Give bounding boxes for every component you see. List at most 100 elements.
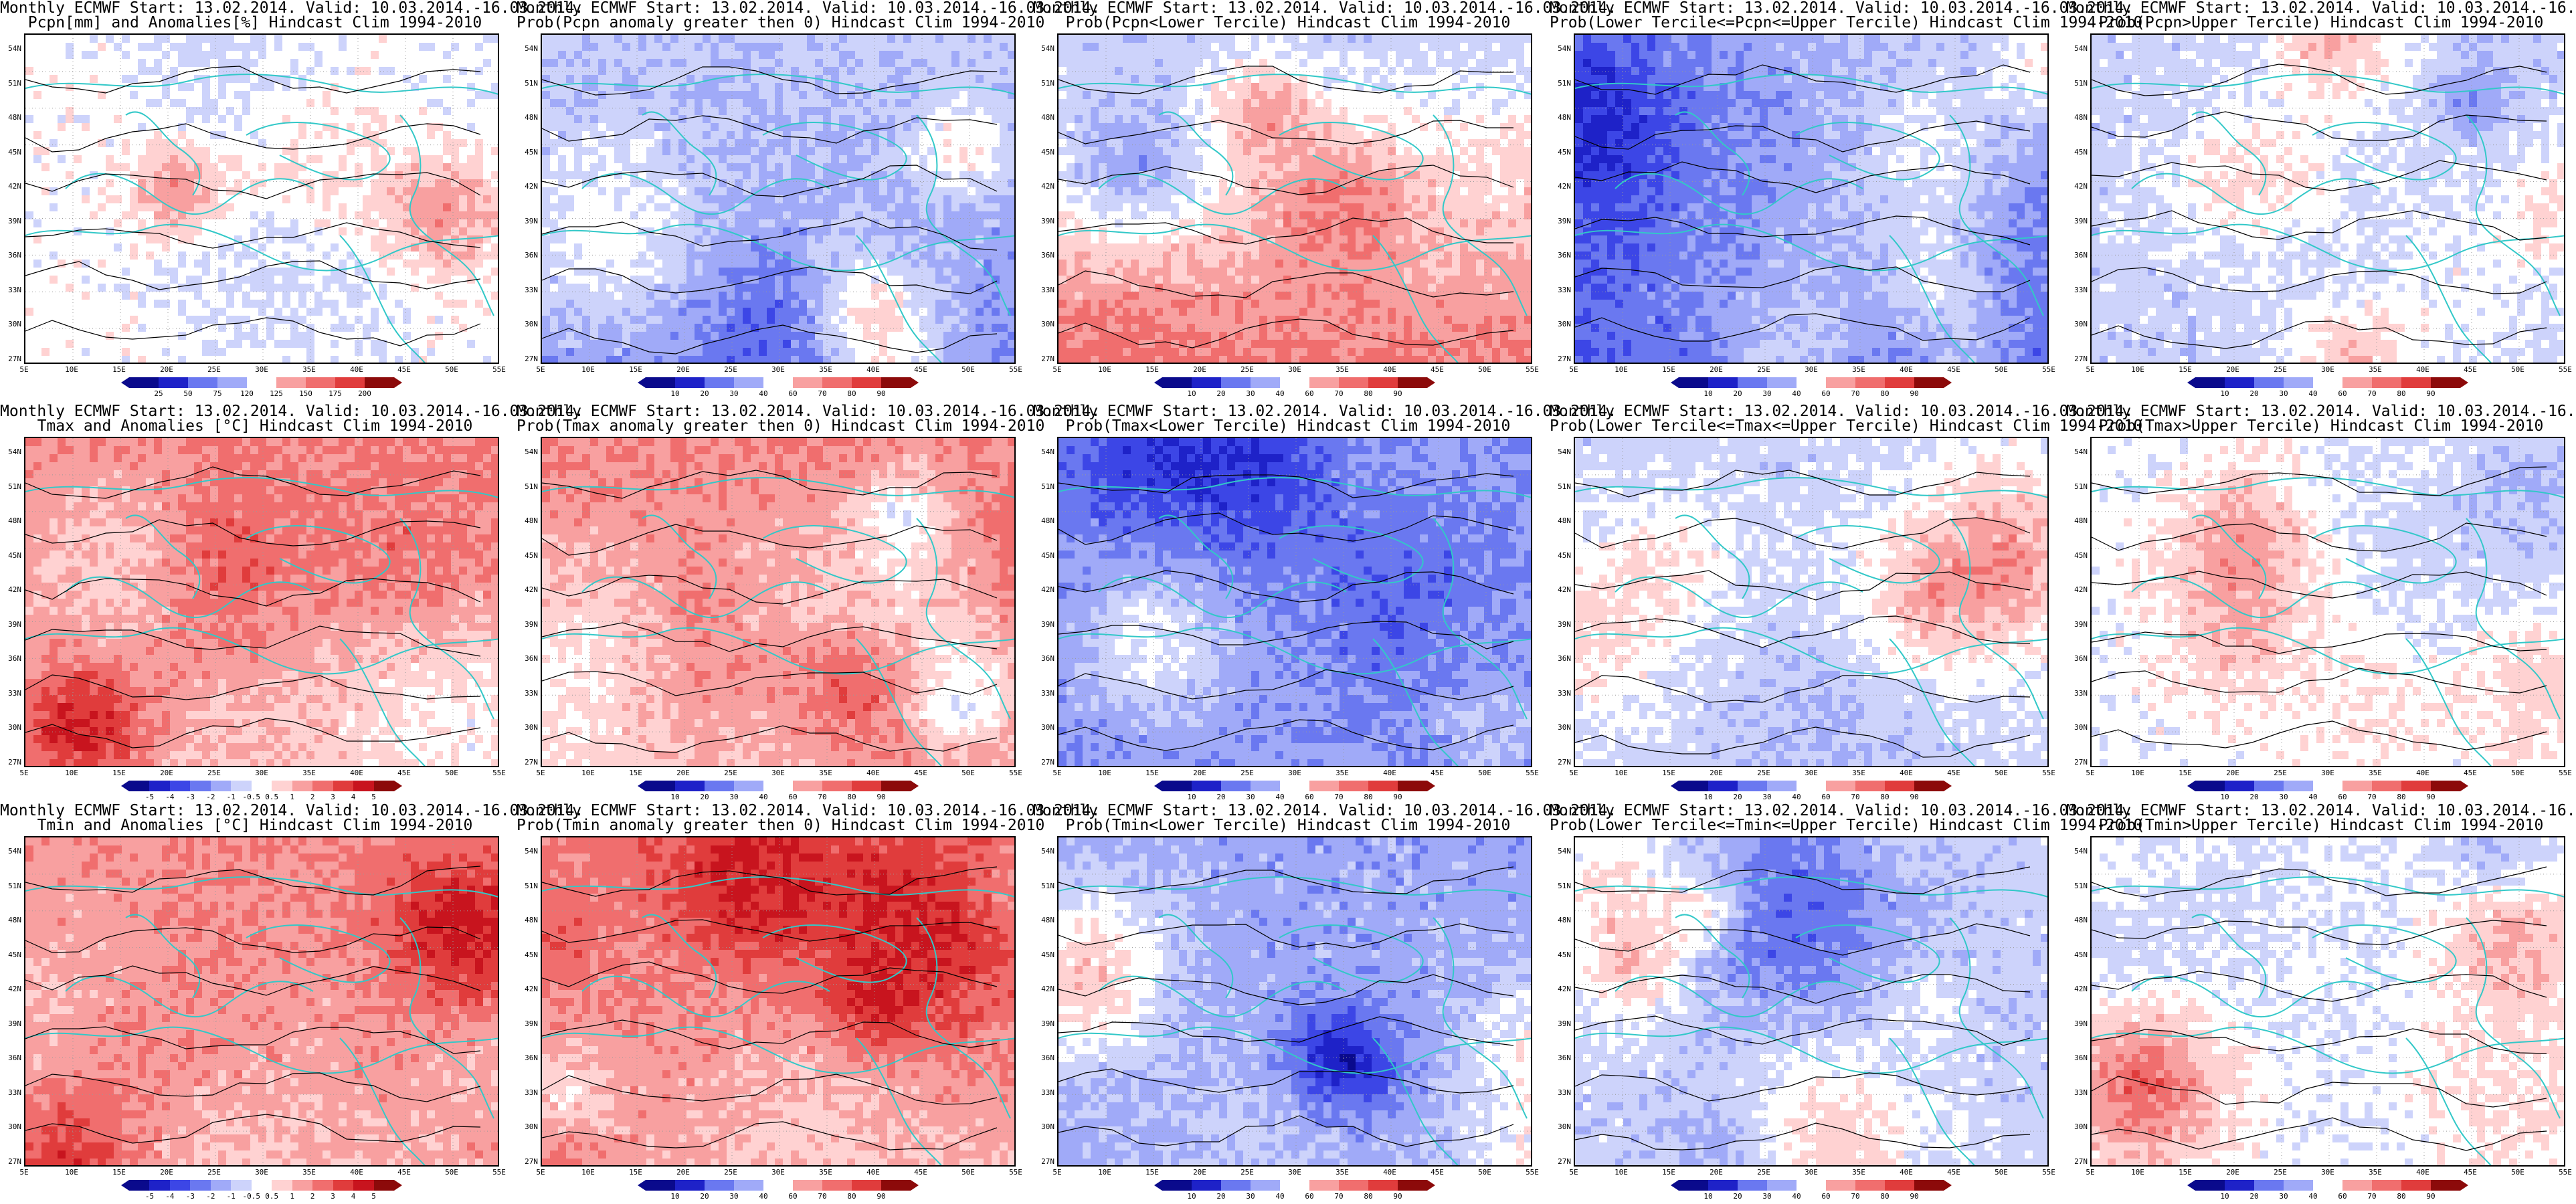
color-scale-segment xyxy=(2313,1180,2342,1191)
color-scale-segment xyxy=(129,377,159,388)
color-scale-label: 40 xyxy=(1267,389,1293,398)
color-scale-bar xyxy=(121,377,402,388)
lat-tick-label: 36N xyxy=(0,654,21,663)
lat-tick-label: 54N xyxy=(514,447,538,456)
color-scale-arrow-right xyxy=(1944,781,1952,791)
lat-tick-label: 39N xyxy=(1030,1019,1054,1028)
color-scale-label: 60 xyxy=(1296,1192,1323,1201)
lon-tick-label: 40E xyxy=(1893,1168,1920,1177)
lon-tick-label: 50E xyxy=(955,1168,982,1177)
color-scale-label: 70 xyxy=(1842,389,1869,398)
coastline xyxy=(2466,518,2561,720)
forecast-map xyxy=(2090,437,2565,767)
contour-line xyxy=(25,578,481,607)
color-scale-segment xyxy=(1221,377,1251,388)
contour-line xyxy=(2092,920,2547,945)
lat-tick-label: 51N xyxy=(1030,882,1054,890)
lat-tick-label: 51N xyxy=(1030,482,1054,491)
color-scale-segment xyxy=(1679,781,1708,791)
coastline xyxy=(125,111,201,196)
coastline xyxy=(25,223,498,272)
contour-line xyxy=(542,671,998,696)
color-scale-label: 80 xyxy=(1871,793,1898,801)
map-field xyxy=(542,438,1014,766)
color-scale-segment xyxy=(2284,1180,2313,1191)
color-scale-segment xyxy=(1221,781,1251,791)
color-scale-segment xyxy=(1914,1180,1944,1191)
color-scale-arrow-left xyxy=(1671,781,1679,791)
forecast-panel: Monthly ECMWF Start: 13.02.2014. Valid: … xyxy=(517,803,1100,1204)
color-scale-label: 10 xyxy=(662,389,688,398)
forecast-panel: Monthly ECMWF Start: 13.02.2014. Valid: … xyxy=(2066,403,2576,805)
lat-tick-label: 33N xyxy=(0,689,21,698)
color-scale-bar xyxy=(1671,1180,1952,1191)
color-scale-label: 3 xyxy=(320,793,347,801)
color-scale-label: 90 xyxy=(1384,1192,1411,1201)
lon-tick-label: 45E xyxy=(1940,769,1967,777)
lon-tick-label: 40E xyxy=(860,1168,887,1177)
coastline xyxy=(1615,173,1863,215)
coastline xyxy=(1615,975,1863,1018)
color-scale-label: 70 xyxy=(1325,793,1352,801)
lon-tick-label: 45E xyxy=(907,769,934,777)
coastline xyxy=(25,477,498,498)
forecast-map xyxy=(24,437,499,767)
color-scale-segment xyxy=(231,781,252,791)
lat-tick-label: 36N xyxy=(1030,1054,1054,1062)
lon-tick-label: 45E xyxy=(907,1168,934,1177)
contour-line xyxy=(2092,1076,2547,1108)
lon-tick-label: 55E xyxy=(1002,365,1029,374)
lat-tick-label: 42N xyxy=(0,985,21,993)
forecast-map xyxy=(2090,836,2565,1167)
lat-tick-label: 54N xyxy=(1547,447,1571,456)
color-scale-label: 40 xyxy=(1783,389,1810,398)
lat-tick-label: 42N xyxy=(2063,182,2088,191)
lat-tick-label: 51N xyxy=(1030,79,1054,88)
coastline xyxy=(339,235,426,363)
lon-tick-label: 55E xyxy=(2552,769,2576,777)
lat-tick-label: 42N xyxy=(514,585,538,594)
map-field xyxy=(25,35,498,363)
color-scale-label: -2 xyxy=(197,793,224,801)
lon-tick-label: 15E xyxy=(2172,769,2199,777)
color-scale-segment xyxy=(1826,781,1855,791)
lat-tick-label: 42N xyxy=(1030,182,1054,191)
contour-line xyxy=(1059,974,1514,1005)
contour-line xyxy=(1575,675,2031,703)
panel-title-line2: Prob(Pcpn anomaly greater then 0) Hindca… xyxy=(517,15,1044,31)
color-scale-segment xyxy=(1192,1180,1221,1191)
contour-line xyxy=(1575,161,2031,193)
color-scale-segment xyxy=(1368,1180,1398,1191)
color-scale-segment xyxy=(2342,377,2372,388)
coastline xyxy=(1059,477,1531,498)
color-scale-segment xyxy=(190,781,211,791)
lat-tick-label: 33N xyxy=(514,689,538,698)
color-scale-segment xyxy=(2254,781,2284,791)
lon-tick-label: 25E xyxy=(201,769,227,777)
color-scale-label: 1 xyxy=(279,793,306,801)
color-scale-segment xyxy=(2372,1180,2401,1191)
color-scale-label: 80 xyxy=(1355,793,1382,801)
coastline xyxy=(1675,914,1750,999)
color-scale-label: 40 xyxy=(2300,793,2326,801)
contour-line xyxy=(1575,313,2031,342)
color-scale-segment xyxy=(1708,781,1738,791)
coastline xyxy=(2312,122,2457,181)
color-scale-segment xyxy=(793,1180,822,1191)
contour-line xyxy=(25,172,481,199)
forecast-map xyxy=(1574,437,2049,767)
lat-tick-label: 36N xyxy=(2063,251,2088,260)
coastline xyxy=(339,1037,426,1165)
coastline xyxy=(642,914,717,999)
color-scale-label: 70 xyxy=(1325,389,1352,398)
color-scale-segment xyxy=(705,781,734,791)
lon-tick-label: 20E xyxy=(2219,365,2246,374)
coastline xyxy=(2092,876,2564,898)
color-scale-label: 70 xyxy=(809,389,836,398)
lon-tick-label: 5E xyxy=(527,365,554,374)
lon-tick-label: 10E xyxy=(1608,769,1635,777)
color-scale-label: 90 xyxy=(1384,793,1411,801)
contour-line xyxy=(25,222,481,249)
forecast-panel: Monthly ECMWF Start: 13.02.2014. Valid: … xyxy=(1030,403,1617,805)
coastline xyxy=(1059,627,1531,675)
